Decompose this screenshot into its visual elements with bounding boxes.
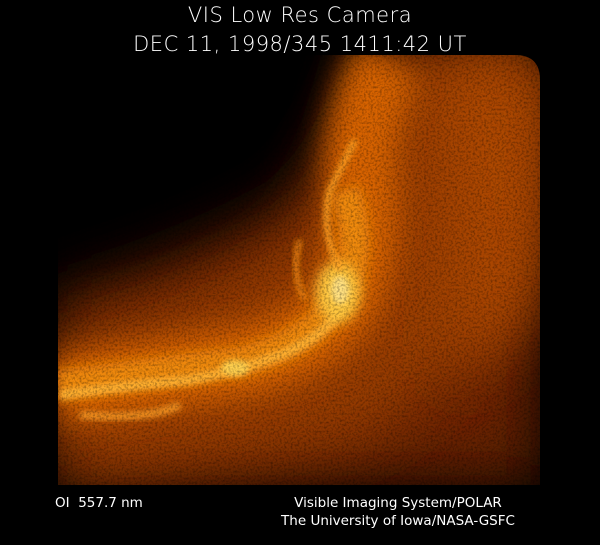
title: VIS Low Res Camera [188,3,412,27]
timestamp: DEC 11, 1998/345 1411:42 UT [133,32,467,56]
aurora-image [58,55,540,485]
filter-label: OI 557.7 nm [55,495,143,511]
credit-line: Visible Imaging System/POLAR [294,495,502,511]
credit-line: The University of Iowa/NASA-GSFC [280,513,515,529]
